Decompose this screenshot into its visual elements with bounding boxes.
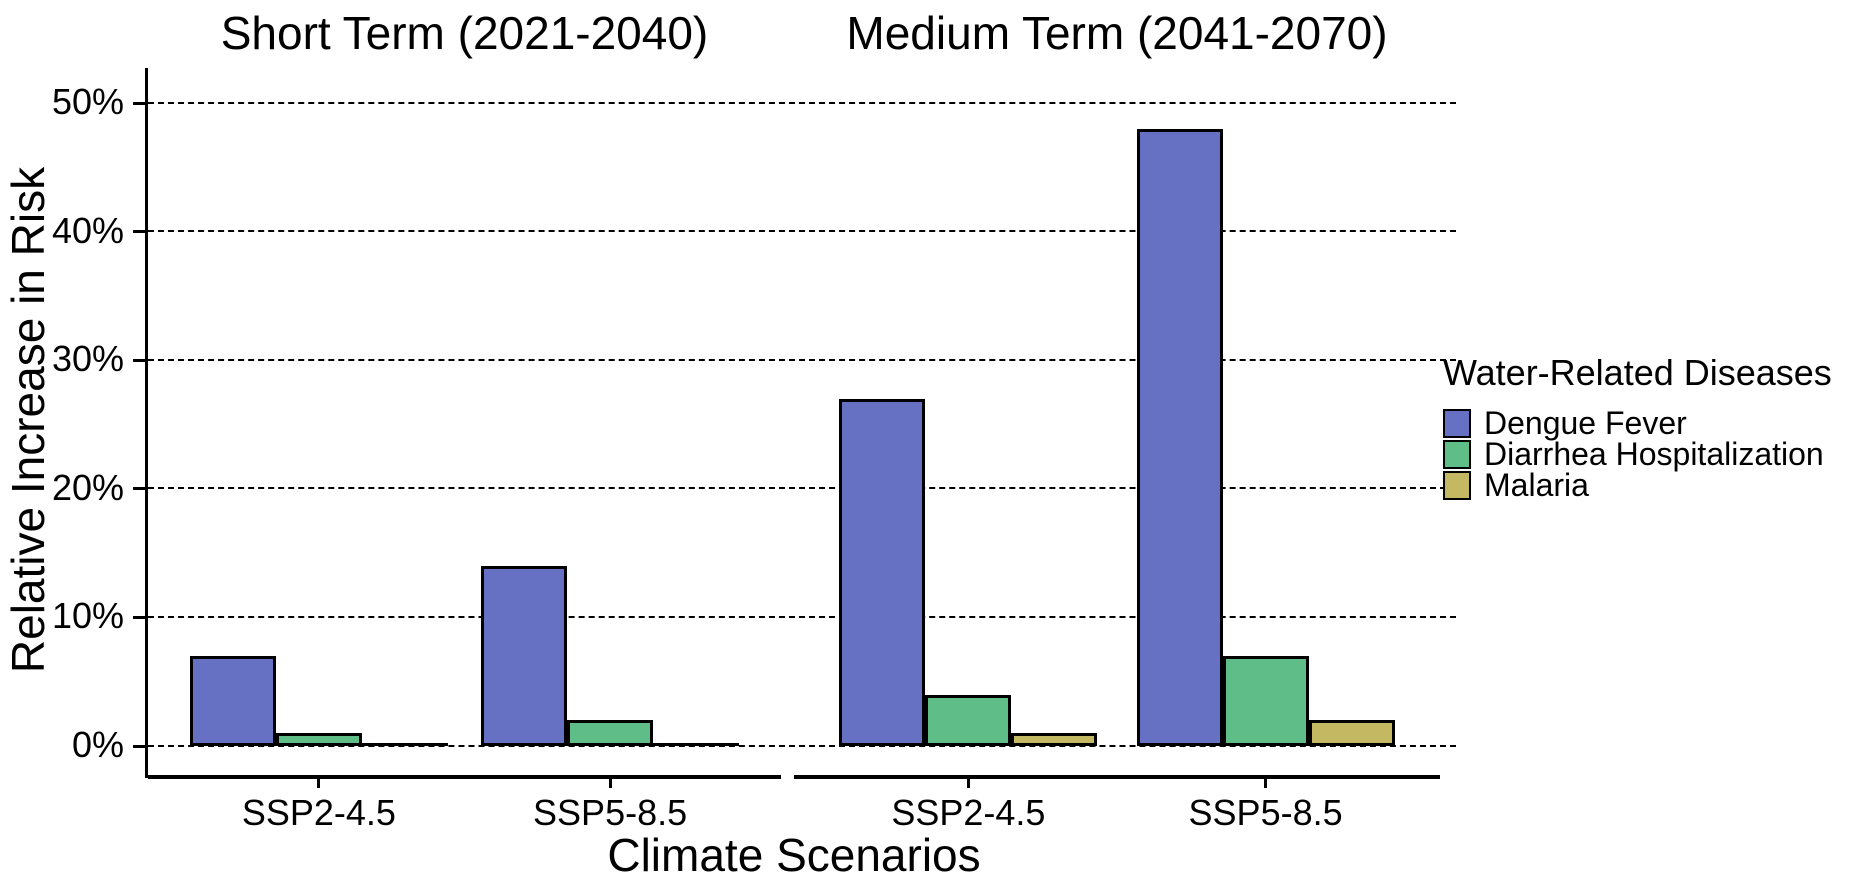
legend-item-dengue-fever: Dengue Fever [1443, 405, 1832, 441]
legend-item-malaria: Malaria [1443, 467, 1832, 503]
y-tick-mark [133, 358, 148, 362]
bar-malaria-zero [361, 743, 448, 746]
legend-swatch-diarrhea-hospitalization [1443, 439, 1471, 469]
legend-item-label: Diarrhea Hospitalization [1484, 436, 1824, 472]
bar-diarrhea-hospitalization [1222, 655, 1309, 746]
x-tick-mark [608, 775, 612, 788]
legend-item-diarrhea-hospitalization: Diarrhea Hospitalization [1443, 436, 1832, 472]
y-tick-label: 40% [51, 209, 124, 251]
legend-item-label: Dengue Fever [1484, 405, 1687, 441]
y-tick-mark [133, 101, 148, 105]
gridline-40- [148, 230, 1456, 233]
legend-swatch-dengue-fever [1443, 408, 1471, 438]
bar-dengue-fever [189, 655, 276, 746]
gridline-50- [148, 101, 1456, 104]
bar-malaria-zero [653, 743, 740, 746]
bar-diarrhea-hospitalization [925, 694, 1012, 746]
y-tick-mark [133, 744, 148, 748]
legend-entries: Dengue Fever Diarrhea Hospitalization Mala… [1443, 405, 1832, 503]
x-tick-label: SSP2-4.5 [241, 792, 396, 833]
bar-malaria [1011, 733, 1098, 746]
gridline-30- [148, 358, 1456, 361]
x-axis-line [148, 775, 781, 779]
bar-dengue-fever [1136, 128, 1223, 746]
y-tick-label: 50% [51, 81, 124, 122]
bar-dengue-fever [481, 565, 568, 746]
legend-swatch-malaria [1443, 470, 1471, 500]
facet-title-short-term-2021-2040-: Short Term (2021-2040) [220, 7, 709, 59]
facet-title-medium-term-2041-2070-: Medium Term (2041-2070) [846, 7, 1388, 59]
x-axis-title: Climate Scenarios [607, 829, 981, 880]
x-tick-mark [317, 775, 321, 788]
gridline-20- [148, 487, 1456, 490]
bar-diarrhea-hospitalization [275, 733, 362, 746]
x-tick-mark [966, 775, 970, 788]
y-tick-label: 0% [71, 724, 124, 765]
legend: Water-Related Diseases Dengue Fever Diarr… [1443, 352, 1832, 501]
legend-item-label: Malaria [1484, 467, 1589, 503]
y-tick-mark [133, 230, 148, 234]
y-axis-title: Relative Increase in Risk [2, 166, 54, 674]
y-tick-mark [133, 615, 148, 619]
y-tick-label: 10% [51, 595, 124, 637]
gridline-0- [148, 744, 1456, 747]
x-tick-label: SSP2-4.5 [891, 792, 1046, 833]
bar-diarrhea-hospitalization [567, 720, 654, 746]
x-tick-label: SSP5-8.5 [533, 792, 688, 833]
y-tick-mark [133, 487, 148, 491]
x-tick-label: SSP5-8.5 [1188, 792, 1343, 833]
y-tick-label: 30% [51, 338, 124, 380]
bar-malaria [1308, 720, 1395, 746]
y-tick-label: 20% [51, 466, 124, 508]
bar-dengue-fever [839, 398, 926, 746]
x-tick-mark [1264, 775, 1268, 788]
x-axis-line [794, 775, 1440, 779]
legend-title: Water-Related Diseases [1443, 352, 1832, 393]
gridline-10- [148, 615, 1456, 618]
y-axis-line [145, 68, 148, 778]
